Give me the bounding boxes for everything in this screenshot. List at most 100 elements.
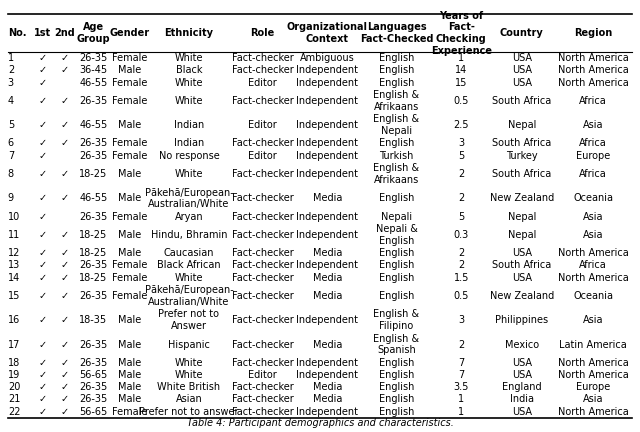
- Text: 4: 4: [8, 96, 14, 106]
- Text: Male: Male: [118, 193, 141, 203]
- Text: Africa: Africa: [579, 139, 607, 149]
- Text: White: White: [175, 358, 203, 368]
- Text: Latin America: Latin America: [559, 340, 627, 349]
- Text: ✓: ✓: [39, 212, 47, 222]
- Text: 15: 15: [455, 77, 467, 88]
- Text: 26-35: 26-35: [79, 53, 108, 63]
- Text: Nepal: Nepal: [508, 230, 536, 240]
- Text: ✓: ✓: [39, 96, 47, 106]
- Text: Table 4: Participant demographics and characteristics.: Table 4: Participant demographics and ch…: [186, 419, 453, 429]
- Text: 21: 21: [8, 394, 20, 404]
- Text: Media: Media: [312, 273, 342, 283]
- Text: 18-25: 18-25: [79, 273, 108, 283]
- Text: Fact-checker: Fact-checker: [232, 53, 293, 63]
- Text: ✓: ✓: [39, 248, 47, 258]
- Text: Media: Media: [312, 382, 342, 392]
- Text: Nepali &
English: Nepali & English: [376, 224, 417, 246]
- Text: 2: 2: [458, 260, 465, 270]
- Text: Media: Media: [312, 193, 342, 203]
- Text: Media: Media: [312, 248, 342, 258]
- Text: Male: Male: [118, 248, 141, 258]
- Text: Fact-checker: Fact-checker: [232, 315, 293, 325]
- Text: 8: 8: [8, 169, 14, 179]
- Text: 1: 1: [458, 407, 465, 416]
- Text: ✓: ✓: [39, 340, 47, 349]
- Text: Prefer not to
Answer: Prefer not to Answer: [159, 309, 220, 331]
- Text: Region: Region: [574, 28, 612, 38]
- Text: 1.5: 1.5: [454, 273, 469, 283]
- Text: ✓: ✓: [39, 169, 47, 179]
- Text: 5: 5: [458, 212, 465, 222]
- Text: 56-65: 56-65: [79, 370, 108, 380]
- Text: English &
Nepali: English & Nepali: [373, 114, 420, 136]
- Text: Aryan: Aryan: [175, 212, 204, 222]
- Text: No.: No.: [8, 28, 26, 38]
- Text: ✓: ✓: [60, 53, 68, 63]
- Text: English: English: [379, 248, 414, 258]
- Text: South Africa: South Africa: [492, 169, 552, 179]
- Text: Fact-checker: Fact-checker: [232, 273, 293, 283]
- Text: 0.5: 0.5: [454, 291, 469, 301]
- Text: Oceania: Oceania: [573, 193, 613, 203]
- Text: Female: Female: [112, 53, 147, 63]
- Text: 2: 2: [458, 340, 465, 349]
- Text: 13: 13: [8, 260, 20, 270]
- Text: India: India: [510, 394, 534, 404]
- Text: 26-35: 26-35: [79, 291, 108, 301]
- Text: Independent: Independent: [296, 230, 358, 240]
- Text: Fact-checker: Fact-checker: [232, 340, 293, 349]
- Text: 26-35: 26-35: [79, 139, 108, 149]
- Text: Gender: Gender: [109, 28, 150, 38]
- Text: Editor: Editor: [248, 77, 277, 88]
- Text: Mexico: Mexico: [505, 340, 539, 349]
- Text: ✓: ✓: [60, 291, 68, 301]
- Text: South Africa: South Africa: [492, 96, 552, 106]
- Text: 18-35: 18-35: [79, 315, 108, 325]
- Text: Editor: Editor: [248, 151, 277, 161]
- Text: No response: No response: [159, 151, 220, 161]
- Text: 0.3: 0.3: [454, 230, 469, 240]
- Text: South Africa: South Africa: [492, 139, 552, 149]
- Text: Media: Media: [312, 394, 342, 404]
- Text: Male: Male: [118, 382, 141, 392]
- Text: 7: 7: [458, 358, 465, 368]
- Text: Independent: Independent: [296, 370, 358, 380]
- Text: 19: 19: [8, 370, 20, 380]
- Text: 3: 3: [458, 315, 465, 325]
- Text: English: English: [379, 291, 414, 301]
- Text: Africa: Africa: [579, 96, 607, 106]
- Text: ✓: ✓: [60, 358, 68, 368]
- Text: 1: 1: [8, 53, 14, 63]
- Text: ✓: ✓: [39, 77, 47, 88]
- Text: 56-65: 56-65: [79, 407, 108, 416]
- Text: ✓: ✓: [39, 315, 47, 325]
- Text: Age
Group: Age Group: [77, 22, 110, 44]
- Text: ✓: ✓: [39, 382, 47, 392]
- Text: Organizational
Context: Organizational Context: [287, 22, 368, 44]
- Text: Male: Male: [118, 394, 141, 404]
- Text: 2: 2: [458, 248, 465, 258]
- Text: Fact-checker: Fact-checker: [232, 291, 293, 301]
- Text: 7: 7: [8, 151, 14, 161]
- Text: 7: 7: [458, 370, 465, 380]
- Text: White: White: [175, 273, 203, 283]
- Text: Male: Male: [118, 340, 141, 349]
- Text: Europe: Europe: [576, 151, 611, 161]
- Text: ✓: ✓: [60, 340, 68, 349]
- Text: ✓: ✓: [60, 370, 68, 380]
- Text: Independent: Independent: [296, 212, 358, 222]
- Text: English &
Afrikaans: English & Afrikaans: [373, 90, 420, 111]
- Text: 5: 5: [8, 120, 14, 130]
- Text: Ambiguous: Ambiguous: [300, 53, 355, 63]
- Text: Female: Female: [112, 151, 147, 161]
- Text: English &
Filipino: English & Filipino: [373, 309, 420, 331]
- Text: Fact-checker: Fact-checker: [232, 212, 293, 222]
- Text: English: English: [379, 394, 414, 404]
- Text: USA: USA: [512, 407, 532, 416]
- Text: English: English: [379, 53, 414, 63]
- Text: English: English: [379, 65, 414, 75]
- Text: Pākehā/European-
Australian/White: Pākehā/European- Australian/White: [145, 187, 234, 209]
- Text: North America: North America: [558, 370, 628, 380]
- Text: 1: 1: [458, 394, 465, 404]
- Text: North America: North America: [558, 273, 628, 283]
